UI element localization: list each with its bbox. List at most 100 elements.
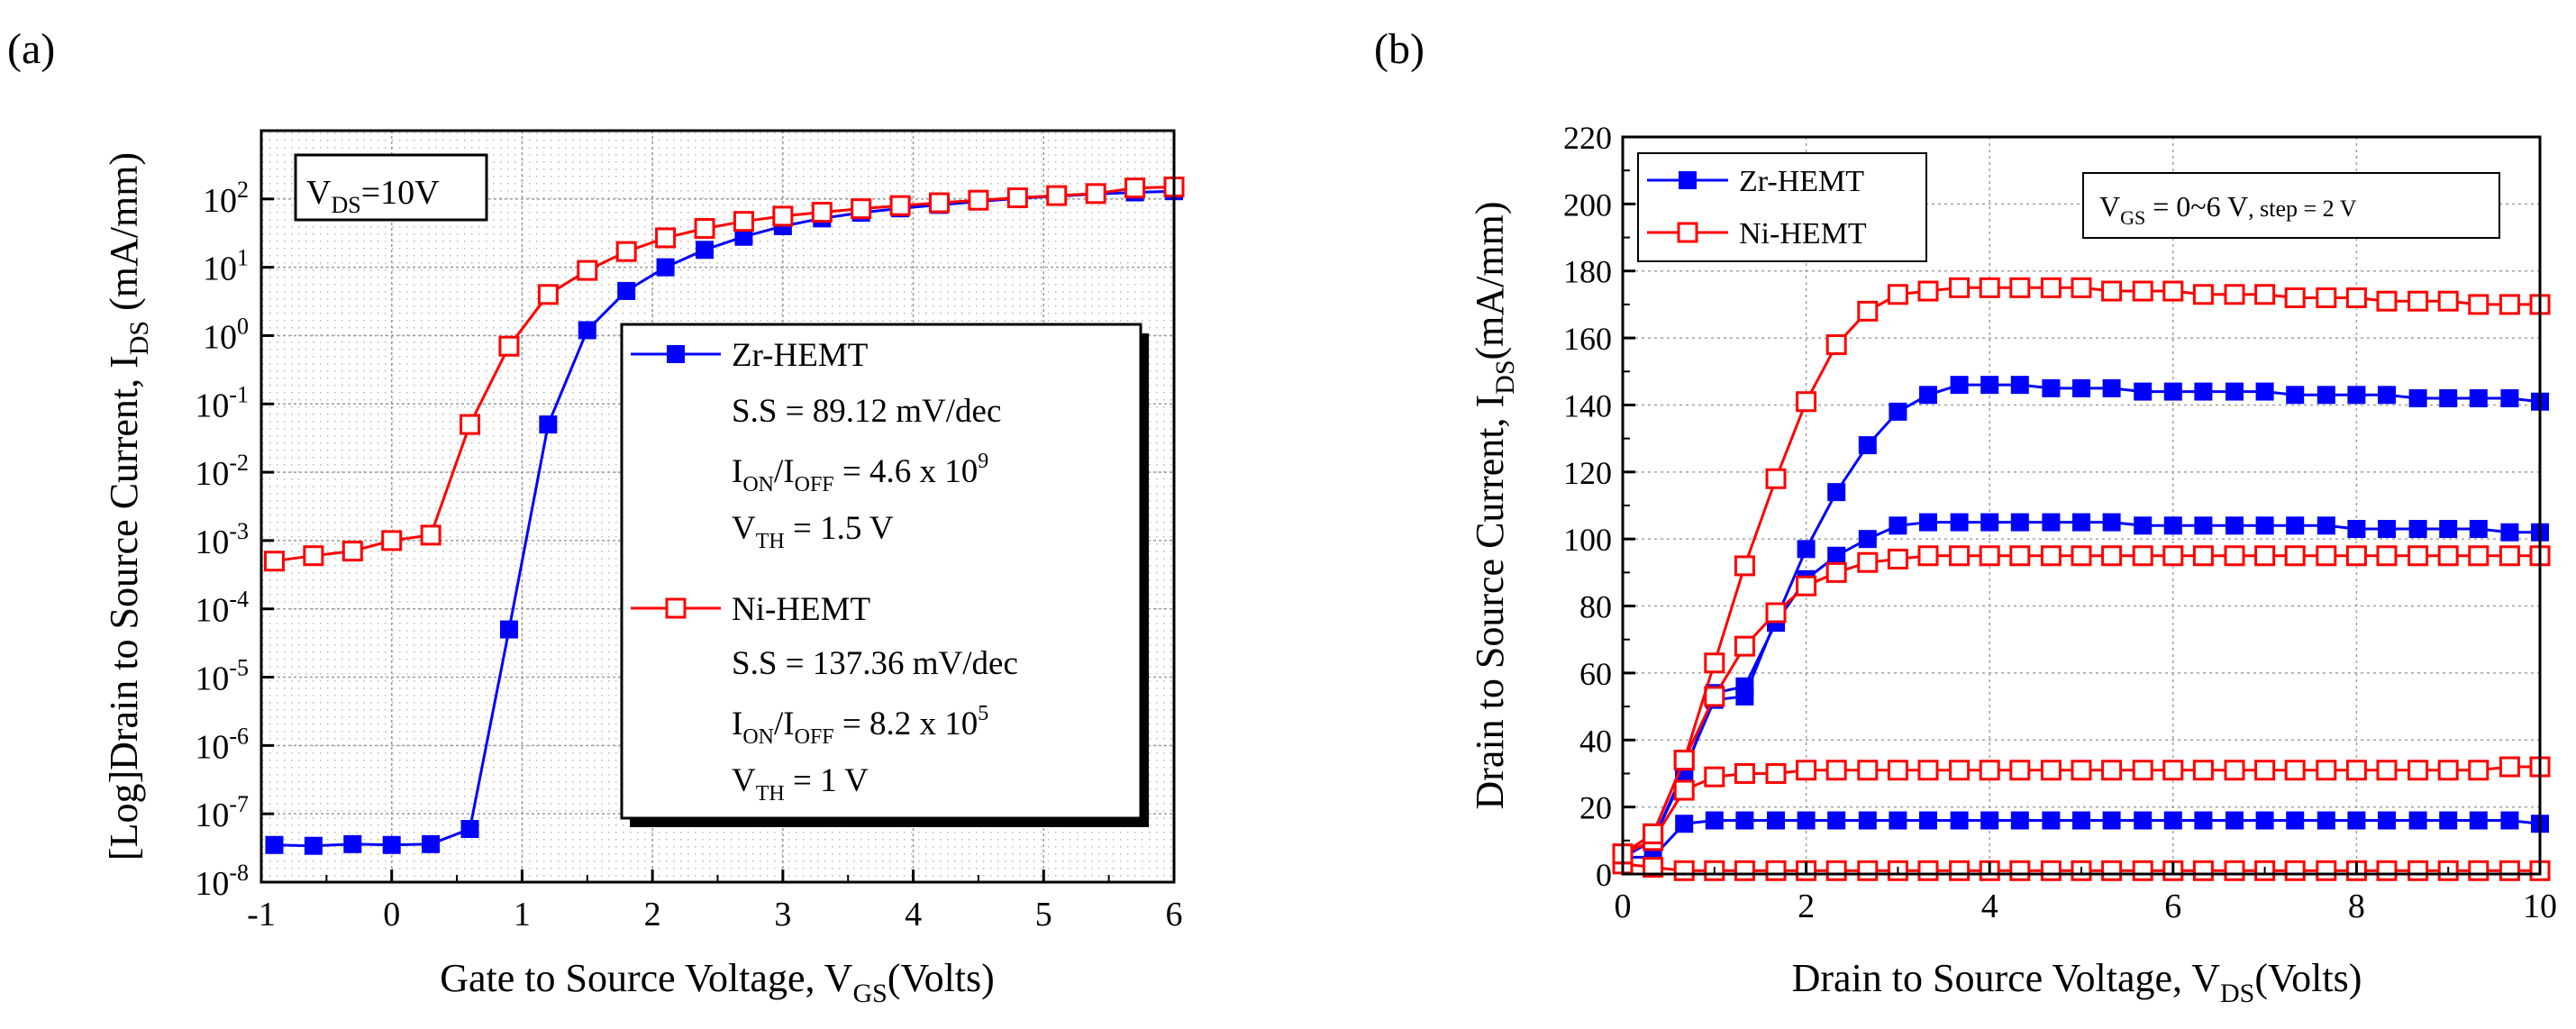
chart-a-series-1-point xyxy=(263,551,285,572)
chart-b-y-tick-label: 100 xyxy=(1563,522,1612,558)
chart-b-series-6-point xyxy=(1857,300,1879,322)
chart-b-series-5-point xyxy=(1949,545,1971,567)
chart-b-series-6-point xyxy=(2192,284,2214,305)
legend-a-zr-ratio-b: /I xyxy=(774,453,795,490)
chart-b-series-3-point xyxy=(2101,860,2123,881)
chart-b-series-2-point xyxy=(1858,436,1877,455)
chart-b-series-4-point xyxy=(2284,760,2306,781)
chart-b-series-6-point xyxy=(2224,284,2245,305)
legend-a-ni-marker xyxy=(665,597,687,619)
chart-b-series-0-point xyxy=(2163,811,2182,830)
chart-b-series-5-point xyxy=(1825,561,1847,583)
chart-a-series-0-point xyxy=(696,241,715,260)
ann-a-sub: DS xyxy=(331,192,360,218)
chart-a-series-0-point xyxy=(422,834,441,853)
chart-a-x-tick-label: 6 xyxy=(1166,896,1183,933)
chart-b-series-1-point xyxy=(2469,520,2488,539)
legend-a-zr-ratio-sup: 9 xyxy=(978,450,988,473)
chart-a-y-tick-exponent: 0 xyxy=(237,313,249,339)
chart-b-series-1-point xyxy=(1889,516,1907,535)
chart-b-series-2-point xyxy=(2408,389,2427,408)
chart-a-series-1-point xyxy=(381,530,403,551)
chart-b-annotation-box xyxy=(2082,172,2500,239)
chart-b-series-0-point xyxy=(2408,811,2427,830)
chart-b-series-4-point xyxy=(2040,760,2062,781)
chart-b-series-5-point xyxy=(2437,545,2459,567)
chart-b-series-0-point xyxy=(2255,811,2274,830)
chart-a-y-tick-exponent: -5 xyxy=(229,655,249,681)
chart-b-series-4-point xyxy=(2224,760,2245,781)
chart-b-series-1-point xyxy=(2102,513,2121,532)
chart-b-series-2-point xyxy=(2042,378,2061,397)
chart-b-series-4-point xyxy=(1917,760,1939,781)
chart-b-series-2-point xyxy=(2194,382,2213,401)
chart-a-series-0-point xyxy=(656,258,675,277)
chart-a-series-1-point xyxy=(968,189,989,211)
chart-b-series-2-point xyxy=(1950,376,1969,395)
chart-b-series-3-point xyxy=(1734,860,1755,881)
chart-b-series-5-point xyxy=(1917,545,1939,567)
legend-a-ni-ratio-b-sub: OFF xyxy=(795,725,834,749)
chart-b-x-tick-label: 0 xyxy=(1615,888,1632,925)
legend-a-ni-name: Ni-HEMT xyxy=(732,591,870,628)
chart-b-series-5-point xyxy=(2224,545,2245,567)
chart-b-series-6-point xyxy=(2101,280,2123,302)
chart-a: (a) -1 0 1 2 3 4 5 610-810-710-610-510-410-310-… xyxy=(7,25,1185,1008)
chart-b-series-4-point xyxy=(2101,760,2123,781)
chart-a-series-1-point xyxy=(1124,178,1146,199)
chart-a-y-tick-exponent: -3 xyxy=(229,518,249,544)
chart-b-x-tick-label: 2 xyxy=(1798,888,1815,925)
chart-b-series-6-point xyxy=(2468,294,2490,315)
chart-b-series-0-point xyxy=(2010,811,2029,830)
chart-b-series-6-point xyxy=(1949,277,1971,298)
chart-b-series-6-point xyxy=(2254,284,2276,305)
chart-b-series-4-point xyxy=(1949,760,1971,781)
chart-b-series-3-point xyxy=(2376,860,2398,881)
chart-b-series-5-point xyxy=(2499,545,2520,567)
chart-b-series-4-point xyxy=(1673,779,1695,801)
legend-a-zr-name: Zr-HEMT xyxy=(732,337,868,374)
chart-a-y-tick-base: 10 xyxy=(203,250,237,288)
chart-a-y-tick-base: 10 xyxy=(203,318,237,356)
chart-b-series-0-point xyxy=(1827,811,1846,830)
chart-a-x-tick-label: 5 xyxy=(1035,896,1052,933)
legend-a-ni-vth-v: V xyxy=(732,762,756,799)
y-label-a-tail: (mA/mm) xyxy=(102,152,146,321)
chart-a-series-1-point xyxy=(498,335,520,357)
chart-b-series-1-point xyxy=(2194,516,2213,535)
chart-a-series-1-point xyxy=(694,218,715,240)
chart-b-series-6-point xyxy=(2345,287,2367,308)
chart-a-series-0-point xyxy=(499,620,518,639)
chart-b-series-0-point xyxy=(2102,811,2121,830)
chart-b-series-6-point xyxy=(2009,277,2031,298)
chart-b-series-2-point xyxy=(2439,389,2458,408)
chart-a-series-0-point xyxy=(382,835,401,854)
chart-b-series-6-point xyxy=(2162,280,2184,302)
chart-a-legend-box xyxy=(620,323,1142,820)
chart-b-series-1-point xyxy=(1980,513,1999,532)
chart-a-series-0-point xyxy=(304,836,323,855)
chart-b-series-2-point xyxy=(2072,378,2090,397)
chart-a-annotation: VDS=10V xyxy=(306,174,440,218)
legend-a-zr-ratio-c: = 4.6 x 10 xyxy=(834,453,979,490)
chart-b-series-1-line xyxy=(1622,521,2540,859)
chart-b-series-3-point xyxy=(2499,860,2520,881)
chart-a-y-tick-base: 10 xyxy=(195,455,229,493)
chart-b-series-4-point xyxy=(2009,760,2031,781)
chart-b-series-6-point xyxy=(2284,287,2306,308)
chart-b-series-0-point xyxy=(2286,811,2305,830)
chart-b-series-6-point xyxy=(1734,555,1755,577)
chart-b-series-4-point xyxy=(2499,756,2520,778)
legend-a-ni-ratio: ION/IOFF = 8.2 x 105 xyxy=(732,702,988,749)
chart-b-series-4-point xyxy=(1857,760,1879,781)
chart-a-y-tick-exponent: -4 xyxy=(229,587,249,613)
chart-a-y-tick-exponent: 2 xyxy=(237,177,249,203)
chart-a-series-1-point xyxy=(1046,185,1068,206)
chart-b-series-3-point xyxy=(2009,860,2031,881)
chart-b-series-5-point xyxy=(1796,575,1817,596)
chart-a-y-tick-exponent: -7 xyxy=(229,791,249,817)
chart-b-y-tick-label: 200 xyxy=(1563,187,1612,223)
chart-b-series-5-point xyxy=(1887,548,1908,569)
chart-a-y-tick-label: 10-1 xyxy=(195,381,249,424)
